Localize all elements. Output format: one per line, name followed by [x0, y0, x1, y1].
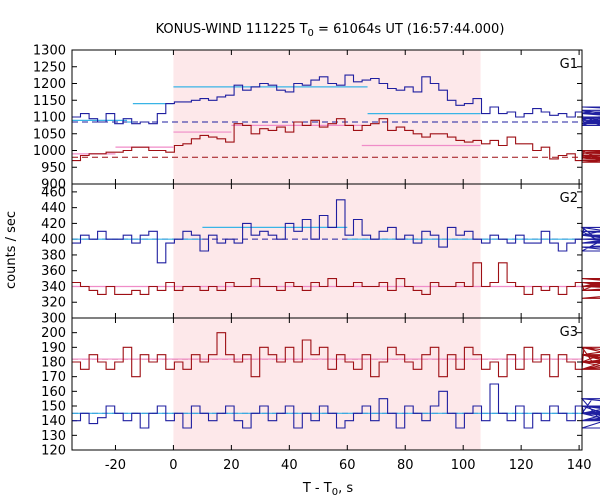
- y-axis-label: counts / sec: [4, 211, 19, 289]
- y-tick-label: 170: [41, 370, 66, 385]
- x-tick-label: -20: [105, 458, 126, 473]
- y-tick-label: 120: [41, 444, 66, 459]
- y-tick-label: 1000: [33, 144, 66, 159]
- y-tick-label: 360: [41, 264, 66, 279]
- light-curve-blue: [72, 383, 600, 429]
- y-tick-label: 420: [41, 217, 66, 232]
- y-tick-label: 190: [41, 341, 66, 356]
- x-tick-label: 40: [281, 458, 298, 473]
- y-tick-label: 300: [41, 312, 66, 327]
- y-tick-label: 400: [41, 233, 66, 248]
- y-tick-label: 440: [41, 201, 66, 216]
- y-tick-label: 340: [41, 280, 66, 295]
- x-tick-label: 80: [397, 458, 414, 473]
- light-curve-red: [72, 332, 600, 378]
- x-tick-label: 0: [169, 458, 177, 473]
- y-tick-label: 1250: [33, 60, 66, 75]
- y-tick-label: 1050: [33, 127, 66, 142]
- light-curve-blue: [72, 199, 600, 264]
- light-curve-red: [72, 262, 600, 299]
- y-tick-label: 1150: [33, 94, 66, 109]
- panel-label: G3: [560, 325, 578, 340]
- y-tick-label: 1300: [33, 44, 66, 59]
- y-tick-label: 1100: [33, 111, 66, 126]
- panel-label: G1: [560, 57, 578, 72]
- y-tick-label: 950: [41, 161, 66, 176]
- chart-title: KONUS-WIND 111225 T0 = 61064s UT (16:57:…: [156, 22, 505, 39]
- y-tick-label: 160: [41, 385, 66, 400]
- y-tick-label: 380: [41, 248, 66, 263]
- y-tick-label: 1200: [33, 77, 66, 92]
- y-tick-label: 180: [41, 356, 66, 371]
- shaded-interval: [173, 50, 481, 450]
- x-tick-label: 120: [509, 458, 534, 473]
- x-tick-label: 140: [567, 458, 592, 473]
- x-tick-label: 20: [223, 458, 240, 473]
- x-axis-label: T - T0, s: [302, 481, 353, 498]
- panel-label: G2: [560, 191, 578, 206]
- y-tick-label: 140: [41, 414, 66, 429]
- x-tick-label: 60: [339, 458, 356, 473]
- light-curve-red: [72, 118, 600, 163]
- y-tick-label: 460: [41, 185, 66, 200]
- y-tick-label: 130: [41, 429, 66, 444]
- y-tick-label: 150: [41, 400, 66, 415]
- x-tick-label: 100: [451, 458, 476, 473]
- panel-frame: [71, 317, 583, 451]
- y-tick-label: 200: [41, 326, 66, 341]
- y-tick-label: 900: [41, 178, 66, 193]
- y-tick-label: 320: [41, 296, 66, 311]
